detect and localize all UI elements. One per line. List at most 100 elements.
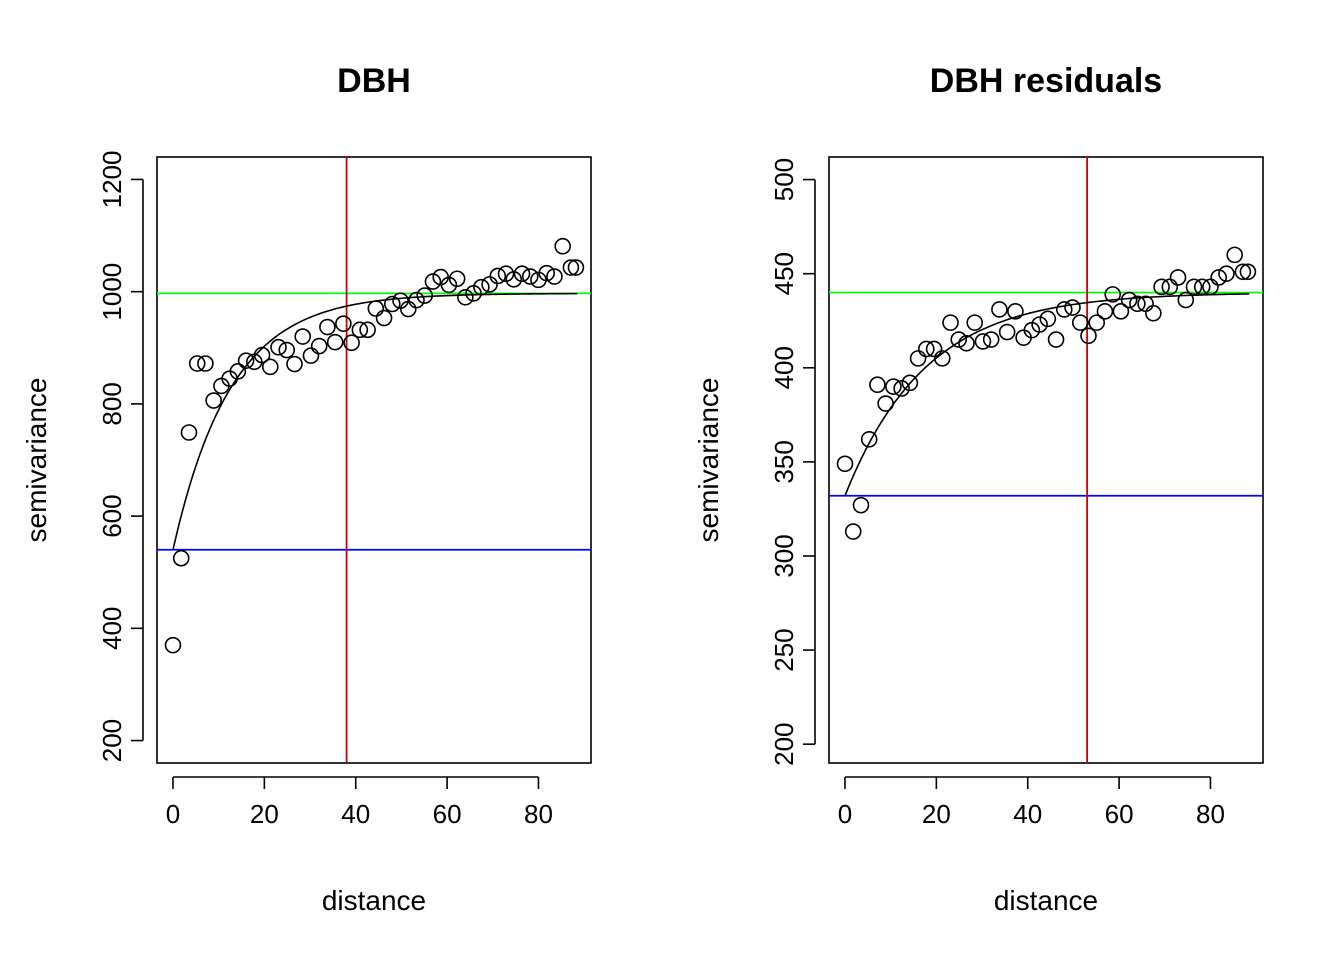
x-tick-label: 0 xyxy=(166,799,180,829)
data-point xyxy=(416,287,434,304)
data-point xyxy=(278,341,296,359)
x-tick-label: 20 xyxy=(922,799,951,829)
data-point xyxy=(1080,327,1097,345)
x-tick-label: 40 xyxy=(341,799,370,829)
data-point xyxy=(1218,265,1235,282)
data-point xyxy=(998,323,1016,341)
data-point xyxy=(343,334,360,352)
data-point xyxy=(1007,303,1024,320)
y-axis-label: semivariance xyxy=(21,378,52,543)
data-point xyxy=(253,346,271,364)
data-point xyxy=(392,292,409,309)
y-tick-label: 1200 xyxy=(97,151,127,209)
x-tick-label: 60 xyxy=(1105,799,1134,829)
data-point xyxy=(1226,246,1243,264)
data-point xyxy=(982,331,1000,348)
data-point xyxy=(942,314,959,331)
x-tick-label: 40 xyxy=(1013,799,1042,829)
data-point xyxy=(229,363,247,380)
data-point xyxy=(319,318,336,336)
data-point xyxy=(567,259,585,276)
data-point xyxy=(1096,303,1114,320)
data-point xyxy=(860,430,878,448)
x-tick-label: 80 xyxy=(524,799,553,829)
data-point xyxy=(1104,286,1121,303)
data-point xyxy=(1177,291,1195,309)
y-tick-label: 800 xyxy=(97,382,127,425)
data-point xyxy=(1129,295,1146,313)
data-point xyxy=(286,355,303,373)
plot-frame xyxy=(828,156,1264,764)
y-tick-label: 600 xyxy=(97,494,127,537)
data-point xyxy=(237,352,255,369)
data-point xyxy=(505,271,523,288)
data-point xyxy=(1031,316,1048,333)
data-point xyxy=(310,337,328,355)
data-point xyxy=(399,300,417,318)
data-point xyxy=(521,268,539,285)
data-point xyxy=(836,455,854,473)
data-point xyxy=(901,374,919,392)
x-tick-label: 0 xyxy=(838,799,852,829)
x-axis-label: distance xyxy=(994,885,1098,916)
data-point xyxy=(457,288,474,306)
x-tick-label: 80 xyxy=(1196,799,1225,829)
data-point xyxy=(1055,301,1073,318)
data-point xyxy=(844,523,862,540)
data-point xyxy=(877,395,894,412)
data-point xyxy=(925,340,943,358)
data-point xyxy=(335,315,352,332)
data-point xyxy=(1239,263,1257,281)
data-point xyxy=(1169,269,1187,286)
plot-frame xyxy=(156,156,592,764)
data-point xyxy=(180,424,198,441)
data-point xyxy=(933,350,951,367)
data-point xyxy=(1112,303,1130,320)
data-point xyxy=(1088,314,1106,331)
y-tick-label: 200 xyxy=(769,722,799,765)
data-point xyxy=(1120,291,1138,309)
data-point xyxy=(172,549,190,567)
y-tick-label: 400 xyxy=(769,346,799,389)
data-point xyxy=(359,321,376,339)
data-point xyxy=(893,380,910,397)
data-point xyxy=(1039,310,1057,328)
data-point xyxy=(408,291,425,309)
data-point xyxy=(294,328,312,345)
data-point xyxy=(974,333,992,350)
data-point xyxy=(1210,269,1227,286)
data-point xyxy=(205,392,222,409)
data-point xyxy=(1161,278,1179,296)
data-point xyxy=(538,264,555,282)
chart-panel-dbh-residuals: DBH residuals distance semivariance 0 20 4… xyxy=(693,62,1264,916)
chart-title: DBH residuals xyxy=(930,62,1162,100)
data-point xyxy=(950,331,968,348)
data-point xyxy=(481,276,498,293)
y-tick-label: 400 xyxy=(97,607,127,650)
data-point xyxy=(909,350,927,367)
data-point xyxy=(1153,278,1170,296)
y-tick-label: 1000 xyxy=(97,263,127,321)
data-point xyxy=(473,278,490,296)
data-point xyxy=(869,376,886,394)
data-point xyxy=(966,314,984,331)
data-point xyxy=(554,237,571,255)
data-point xyxy=(302,347,320,364)
data-point xyxy=(270,338,287,356)
data-point xyxy=(489,267,507,285)
data-point xyxy=(424,273,442,290)
data-point xyxy=(546,268,563,285)
data-point xyxy=(367,300,385,317)
plot-area: 0 20 40 60 80 200 250 300 350 400 450 500 xyxy=(769,156,1264,829)
data-point xyxy=(1185,278,1203,296)
plot-area: 0 20 40 60 80 200 400 600 800 1000 1200 xyxy=(97,151,592,829)
data-point xyxy=(1145,304,1162,322)
x-tick-label: 20 xyxy=(250,799,279,829)
y-tick-label: 250 xyxy=(769,628,799,671)
data-point xyxy=(1071,314,1089,331)
data-point xyxy=(885,378,902,395)
data-point xyxy=(326,333,344,351)
y-axis-label: semivariance xyxy=(693,378,724,543)
data-point xyxy=(562,259,580,276)
data-point xyxy=(440,276,458,294)
